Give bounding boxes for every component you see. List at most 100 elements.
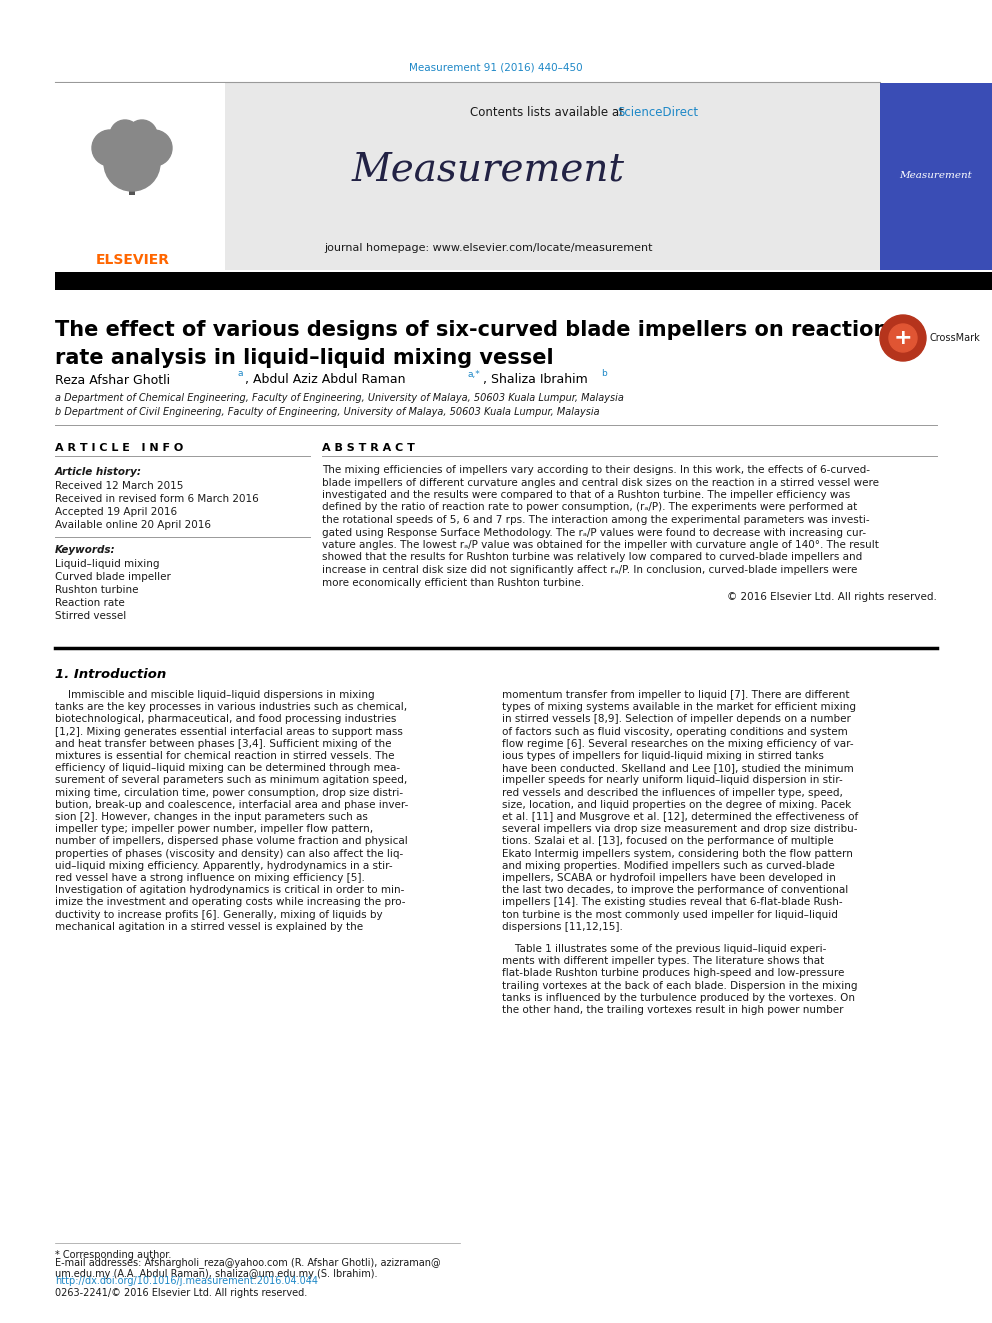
Text: Keywords:: Keywords: (55, 545, 116, 556)
Text: b Department of Civil Engineering, Faculty of Engineering, University of Malaya,: b Department of Civil Engineering, Facul… (55, 407, 599, 417)
Text: http://dx.doi.org/10.1016/j.measurement.2016.04.044: http://dx.doi.org/10.1016/j.measurement.… (55, 1275, 318, 1286)
Text: , Abdul Aziz Abdul Raman: , Abdul Aziz Abdul Raman (245, 373, 410, 386)
Text: mixtures is essential for chemical reaction in stirred vessels. The: mixtures is essential for chemical react… (55, 751, 395, 761)
Text: types of mixing systems available in the market for efficient mixing: types of mixing systems available in the… (502, 703, 856, 712)
Text: trailing vortexes at the back of each blade. Dispersion in the mixing: trailing vortexes at the back of each bl… (502, 980, 857, 991)
Text: ious types of impellers for liquid-liquid mixing in stirred tanks: ious types of impellers for liquid-liqui… (502, 751, 824, 761)
Text: gated using Response Surface Methodology. The rₐ/P values were found to decrease: gated using Response Surface Methodology… (322, 528, 866, 537)
Text: Stirred vessel: Stirred vessel (55, 611, 126, 620)
Text: a: a (237, 369, 242, 378)
Text: Ekato Intermig impellers system, considering both the flow pattern: Ekato Intermig impellers system, conside… (502, 848, 853, 859)
Text: impellers [14]. The existing studies reveal that 6-flat-blade Rush-: impellers [14]. The existing studies rev… (502, 897, 842, 908)
Text: Reza Afshar Ghotli: Reza Afshar Ghotli (55, 373, 175, 386)
Text: of factors such as fluid viscosity, operating conditions and system: of factors such as fluid viscosity, oper… (502, 726, 848, 737)
Bar (880, 83, 992, 270)
Text: a Department of Chemical Engineering, Faculty of Engineering, University of Mala: a Department of Chemical Engineering, Fa… (55, 393, 624, 404)
Text: tanks are the key processes in various industries such as chemical,: tanks are the key processes in various i… (55, 703, 407, 712)
Text: increase in central disk size did not significantly affect rₐ/P. In conclusion, : increase in central disk size did not si… (322, 565, 857, 576)
Text: imize the investment and operating costs while increasing the pro-: imize the investment and operating costs… (55, 897, 406, 908)
Text: in stirred vessels [8,9]. Selection of impeller depends on a number: in stirred vessels [8,9]. Selection of i… (502, 714, 851, 725)
Bar (129, 175, 135, 194)
Text: Investigation of agitation hydrodynamics is critical in order to min-: Investigation of agitation hydrodynamics… (55, 885, 405, 896)
Text: Measurement 91 (2016) 440–450: Measurement 91 (2016) 440–450 (409, 64, 583, 73)
Text: impeller type; impeller power number, impeller flow pattern,: impeller type; impeller power number, im… (55, 824, 373, 835)
Text: © 2016 Elsevier Ltd. All rights reserved.: © 2016 Elsevier Ltd. All rights reserved… (727, 591, 937, 602)
Text: dispersions [11,12,15].: dispersions [11,12,15]. (502, 922, 623, 931)
Text: Measurement: Measurement (900, 171, 972, 180)
Text: Curved blade impeller: Curved blade impeller (55, 572, 171, 582)
Text: blade impellers of different curvature angles and central disk sizes on the reac: blade impellers of different curvature a… (322, 478, 879, 487)
Text: tanks is influenced by the turbulence produced by the vortexes. On: tanks is influenced by the turbulence pr… (502, 992, 855, 1003)
Text: b: b (601, 369, 607, 378)
Text: CrossMark: CrossMark (930, 333, 981, 343)
Text: impellers, SCABA or hydrofoil impellers have been developed in: impellers, SCABA or hydrofoil impellers … (502, 873, 836, 882)
Text: the rotational speeds of 5, 6 and 7 rps. The interaction among the experimental : the rotational speeds of 5, 6 and 7 rps.… (322, 515, 870, 525)
Text: ScienceDirect: ScienceDirect (617, 106, 698, 119)
Text: the last two decades, to improve the performance of conventional: the last two decades, to improve the per… (502, 885, 848, 896)
Text: Rushton turbine: Rushton turbine (55, 585, 139, 595)
Text: Accepted 19 April 2016: Accepted 19 April 2016 (55, 507, 178, 517)
Text: flow regime [6]. Several researches on the mixing efficiency of var-: flow regime [6]. Several researches on t… (502, 738, 854, 749)
Text: The mixing efficiencies of impellers vary according to their designs. In this wo: The mixing efficiencies of impellers var… (322, 464, 870, 475)
Text: Reaction rate: Reaction rate (55, 598, 125, 609)
Text: several impellers via drop size measurement and drop size distribu-: several impellers via drop size measurem… (502, 824, 857, 835)
Text: Measurement: Measurement (351, 152, 625, 188)
Text: a,*: a,* (468, 369, 481, 378)
Text: vature angles. The lowest rₐ/P value was obtained for the impeller with curvatur: vature angles. The lowest rₐ/P value was… (322, 540, 879, 550)
Text: ELSEVIER: ELSEVIER (96, 253, 170, 267)
Text: The effect of various designs of six-curved blade impellers on reaction: The effect of various designs of six-cur… (55, 320, 889, 340)
Circle shape (127, 120, 157, 149)
Text: efficiency of liquid–liquid mixing can be determined through mea-: efficiency of liquid–liquid mixing can b… (55, 763, 400, 773)
Circle shape (889, 324, 917, 352)
Text: more economically efficient than Rushton turbine.: more economically efficient than Rushton… (322, 578, 584, 587)
Text: size, location, and liquid properties on the degree of mixing. Pacek: size, location, and liquid properties on… (502, 800, 851, 810)
Text: and mixing properties. Modified impellers such as curved-blade: and mixing properties. Modified impeller… (502, 861, 834, 871)
Text: Article history:: Article history: (55, 467, 142, 478)
Text: [1,2]. Mixing generates essential interfacial areas to support mass: [1,2]. Mixing generates essential interf… (55, 726, 403, 737)
Text: E-mail addresses: Afshargholi_reza@yahoo.com (R. Afshar Ghotli), azizraman@
um.e: E-mail addresses: Afshargholi_reza@yahoo… (55, 1257, 440, 1279)
Text: journal homepage: www.elsevier.com/locate/measurement: journal homepage: www.elsevier.com/locat… (323, 243, 653, 253)
Text: * Corresponding author.: * Corresponding author. (55, 1250, 172, 1259)
Text: 1. Introduction: 1. Introduction (55, 668, 167, 681)
Bar (55, 273, 992, 290)
Text: flat-blade Rushton turbine produces high-speed and low-pressure: flat-blade Rushton turbine produces high… (502, 968, 844, 979)
Text: red vessel have a strong influence on mixing efficiency [5].: red vessel have a strong influence on mi… (55, 873, 365, 882)
Text: biotechnological, pharmaceutical, and food processing industries: biotechnological, pharmaceutical, and fo… (55, 714, 397, 725)
Text: the other hand, the trailing vortexes result in high power number: the other hand, the trailing vortexes re… (502, 1005, 843, 1015)
Text: impeller speeds for nearly uniform liquid–liquid dispersion in stir-: impeller speeds for nearly uniform liqui… (502, 775, 843, 786)
Circle shape (110, 120, 140, 149)
Text: ton turbine is the most commonly used impeller for liquid–liquid: ton turbine is the most commonly used im… (502, 910, 838, 919)
Text: ments with different impeller types. The literature shows that: ments with different impeller types. The… (502, 957, 824, 966)
Circle shape (880, 315, 926, 361)
Text: red vessels and described the influences of impeller type, speed,: red vessels and described the influences… (502, 787, 843, 798)
Text: A B S T R A C T: A B S T R A C T (322, 443, 415, 452)
Text: number of impellers, dispersed phase volume fraction and physical: number of impellers, dispersed phase vol… (55, 836, 408, 847)
Text: , Shaliza Ibrahim: , Shaliza Ibrahim (483, 373, 592, 386)
Text: Contents lists available at: Contents lists available at (470, 106, 628, 119)
Text: defined by the ratio of reaction rate to power consumption, (rₐ/P). The experime: defined by the ratio of reaction rate to… (322, 503, 857, 512)
Text: tions. Szalai et al. [13], focused on the performance of multiple: tions. Szalai et al. [13], focused on th… (502, 836, 833, 847)
Circle shape (136, 130, 172, 165)
Text: showed that the results for Rushton turbine was relatively low compared to curve: showed that the results for Rushton turb… (322, 553, 862, 562)
Text: sion [2]. However, changes in the input parameters such as: sion [2]. However, changes in the input … (55, 812, 368, 822)
Text: mechanical agitation in a stirred vessel is explained by the: mechanical agitation in a stirred vessel… (55, 922, 363, 931)
Text: investigated and the results were compared to that of a Rushton turbine. The imp: investigated and the results were compar… (322, 490, 850, 500)
Text: ductivity to increase profits [6]. Generally, mixing of liquids by: ductivity to increase profits [6]. Gener… (55, 910, 383, 919)
Text: bution, break-up and coalescence, interfacial area and phase inver-: bution, break-up and coalescence, interf… (55, 800, 409, 810)
Bar (55, 83, 225, 270)
Text: rate analysis in liquid–liquid mixing vessel: rate analysis in liquid–liquid mixing ve… (55, 348, 554, 368)
Circle shape (92, 130, 128, 165)
Text: Received in revised form 6 March 2016: Received in revised form 6 March 2016 (55, 493, 259, 504)
Text: +: + (894, 328, 913, 348)
Text: and heat transfer between phases [3,4]. Sufficient mixing of the: and heat transfer between phases [3,4]. … (55, 738, 392, 749)
Text: surement of several parameters such as minimum agitation speed,: surement of several parameters such as m… (55, 775, 408, 786)
Text: A R T I C L E   I N F O: A R T I C L E I N F O (55, 443, 184, 452)
Text: Immiscible and miscible liquid–liquid dispersions in mixing: Immiscible and miscible liquid–liquid di… (55, 691, 375, 700)
Text: uid–liquid mixing efficiency. Apparently, hydrodynamics in a stir-: uid–liquid mixing efficiency. Apparently… (55, 861, 393, 871)
Text: Received 12 March 2015: Received 12 March 2015 (55, 482, 184, 491)
Circle shape (104, 135, 160, 191)
Text: 0263-2241/© 2016 Elsevier Ltd. All rights reserved.: 0263-2241/© 2016 Elsevier Ltd. All right… (55, 1289, 308, 1298)
Bar (55, 83, 880, 270)
Text: have been conducted. Skelland and Lee [10], studied the minimum: have been conducted. Skelland and Lee [1… (502, 763, 854, 773)
Text: properties of phases (viscosity and density) can also affect the liq-: properties of phases (viscosity and dens… (55, 848, 404, 859)
